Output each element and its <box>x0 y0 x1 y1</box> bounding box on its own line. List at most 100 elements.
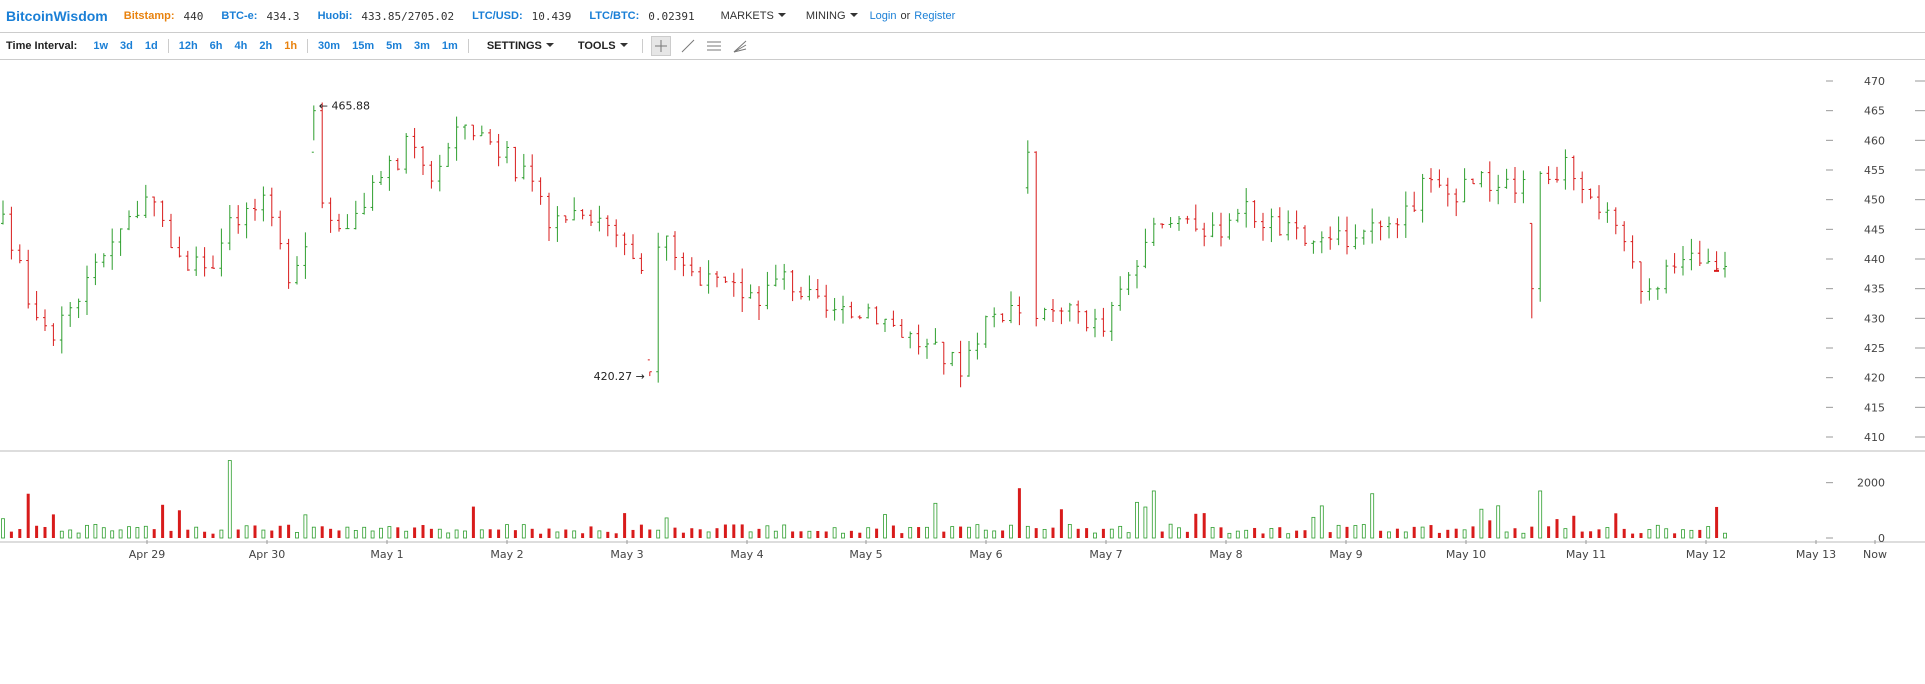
volume-bar <box>1261 533 1265 538</box>
volume-bar <box>1462 529 1467 539</box>
volume-bar <box>1673 533 1677 538</box>
volume-bar <box>329 528 333 538</box>
x-tick-label: May 7 <box>1089 548 1122 561</box>
volume-bar <box>547 528 551 538</box>
line-draw-icon[interactable] <box>679 37 697 55</box>
ticker-item[interactable]: BTC-e: 434.3 <box>221 10 299 23</box>
interval-1m[interactable]: 1m <box>441 40 458 52</box>
y-tick-label: 410 <box>1864 431 1885 444</box>
volume-bar <box>1109 528 1114 539</box>
volume-bar <box>748 531 753 539</box>
crosshair-icon[interactable] <box>650 36 671 56</box>
x-tick-label: May 1 <box>370 548 403 561</box>
interval-2h[interactable]: 2h <box>259 40 273 52</box>
volume-bar <box>1151 490 1156 539</box>
ticker-item[interactable]: LTC/USD: 10.439 <box>472 10 571 23</box>
volume-bar <box>975 524 980 539</box>
volume-bar <box>1454 528 1458 538</box>
volume-bar <box>152 529 156 538</box>
interval-1h[interactable]: 1h <box>284 40 298 52</box>
x-tick-label: May 11 <box>1566 548 1606 561</box>
ticker-item[interactable]: Bitstamp: 440 <box>124 10 204 23</box>
interval-5m[interactable]: 5m <box>386 40 403 52</box>
volume-bar <box>295 531 299 539</box>
volume-bar <box>1009 524 1013 539</box>
volume-bar <box>227 460 232 539</box>
volume-bar <box>1605 527 1610 539</box>
volume-bar <box>421 525 425 538</box>
volume-bar <box>824 531 828 538</box>
x-tick-label: Now <box>1863 548 1887 561</box>
volume-bar <box>1580 531 1584 538</box>
chevron-down-icon <box>545 43 554 47</box>
divider <box>307 39 309 53</box>
volume-bar <box>320 526 324 538</box>
x-tick-label: Apr 30 <box>249 548 286 561</box>
volume-bar <box>345 526 350 539</box>
volume-bar <box>488 529 492 538</box>
volume-bar <box>1437 532 1441 538</box>
interval-4h[interactable]: 4h <box>234 40 248 52</box>
volume-bar <box>715 528 719 538</box>
volume-bar <box>370 530 375 539</box>
interval-3m[interactable]: 3m <box>414 40 430 52</box>
y-tick-label: 430 <box>1864 312 1885 325</box>
volume-bar <box>581 533 585 538</box>
volume-bar <box>723 524 727 538</box>
volume-bar <box>1235 530 1240 539</box>
volume-bar <box>287 524 291 538</box>
volume-bar <box>1547 526 1551 538</box>
y-tick-label: 450 <box>1864 194 1885 207</box>
volume-bar <box>76 532 81 539</box>
interval-1w[interactable]: 1w <box>93 40 109 52</box>
volume-bar <box>983 529 988 539</box>
markets-menu[interactable]: MARKETS <box>721 10 786 22</box>
volume-bar <box>1664 528 1669 539</box>
fan-icon[interactable] <box>731 37 749 55</box>
interval-1d[interactable]: 1d <box>144 40 158 52</box>
volume-bar <box>1420 526 1425 539</box>
interval-6h[interactable]: 6h <box>209 40 223 52</box>
mining-menu[interactable]: MINING <box>806 10 858 22</box>
price-chart[interactable]: 410 415 420 425 430 435 440 445 450 455 460 465 470 0… <box>0 60 1925 684</box>
volume-bar <box>43 526 47 538</box>
interval-15m[interactable]: 15m <box>352 40 375 52</box>
volume-bar <box>446 532 451 539</box>
interval-3d[interactable]: 3d <box>120 40 133 52</box>
volume-bar <box>26 493 30 538</box>
volume-bar <box>1370 493 1375 539</box>
volume-bar <box>1513 528 1517 538</box>
volume-bar <box>127 526 131 539</box>
x-tick-label: May 13 <box>1796 548 1836 561</box>
volume-bar <box>1345 526 1349 538</box>
settings-menu[interactable]: SETTINGS <box>487 40 554 52</box>
ticker-item[interactable]: Huobi: 433.85/2705.02 <box>318 10 455 23</box>
brand-logo[interactable]: BitcoinWisdom <box>6 8 108 24</box>
volume-bar <box>1219 527 1223 538</box>
volume-bar <box>404 530 409 539</box>
volume-bar <box>211 533 215 538</box>
ticker-item[interactable]: LTC/BTC: 0.02391 <box>589 10 694 23</box>
volume-bar <box>933 502 938 539</box>
volume-bar <box>1085 528 1089 538</box>
volume-bar <box>143 525 148 539</box>
volume-bar <box>270 530 274 538</box>
volume-bar <box>639 524 643 538</box>
volume-tick-label: 0 <box>1878 532 1885 545</box>
y-tick-label: 425 <box>1864 342 1885 355</box>
volume-bar <box>236 529 240 538</box>
y-tick-label: 440 <box>1864 253 1885 266</box>
volume-bar <box>1328 532 1332 538</box>
register-link[interactable]: Register <box>914 10 956 22</box>
tools-menu[interactable]: TOOLS <box>578 40 628 52</box>
volume-bar <box>463 530 467 539</box>
volume-bar <box>1530 526 1534 538</box>
interval-12h[interactable]: 12h <box>178 40 198 52</box>
login-link[interactable]: Login <box>869 10 897 22</box>
volume-bar <box>135 527 140 539</box>
volume-bar <box>1715 506 1719 538</box>
interval-30m[interactable]: 30m <box>318 40 341 52</box>
volume-bar <box>253 525 257 538</box>
horizontal-lines-icon[interactable] <box>705 37 723 55</box>
divider <box>167 39 169 53</box>
